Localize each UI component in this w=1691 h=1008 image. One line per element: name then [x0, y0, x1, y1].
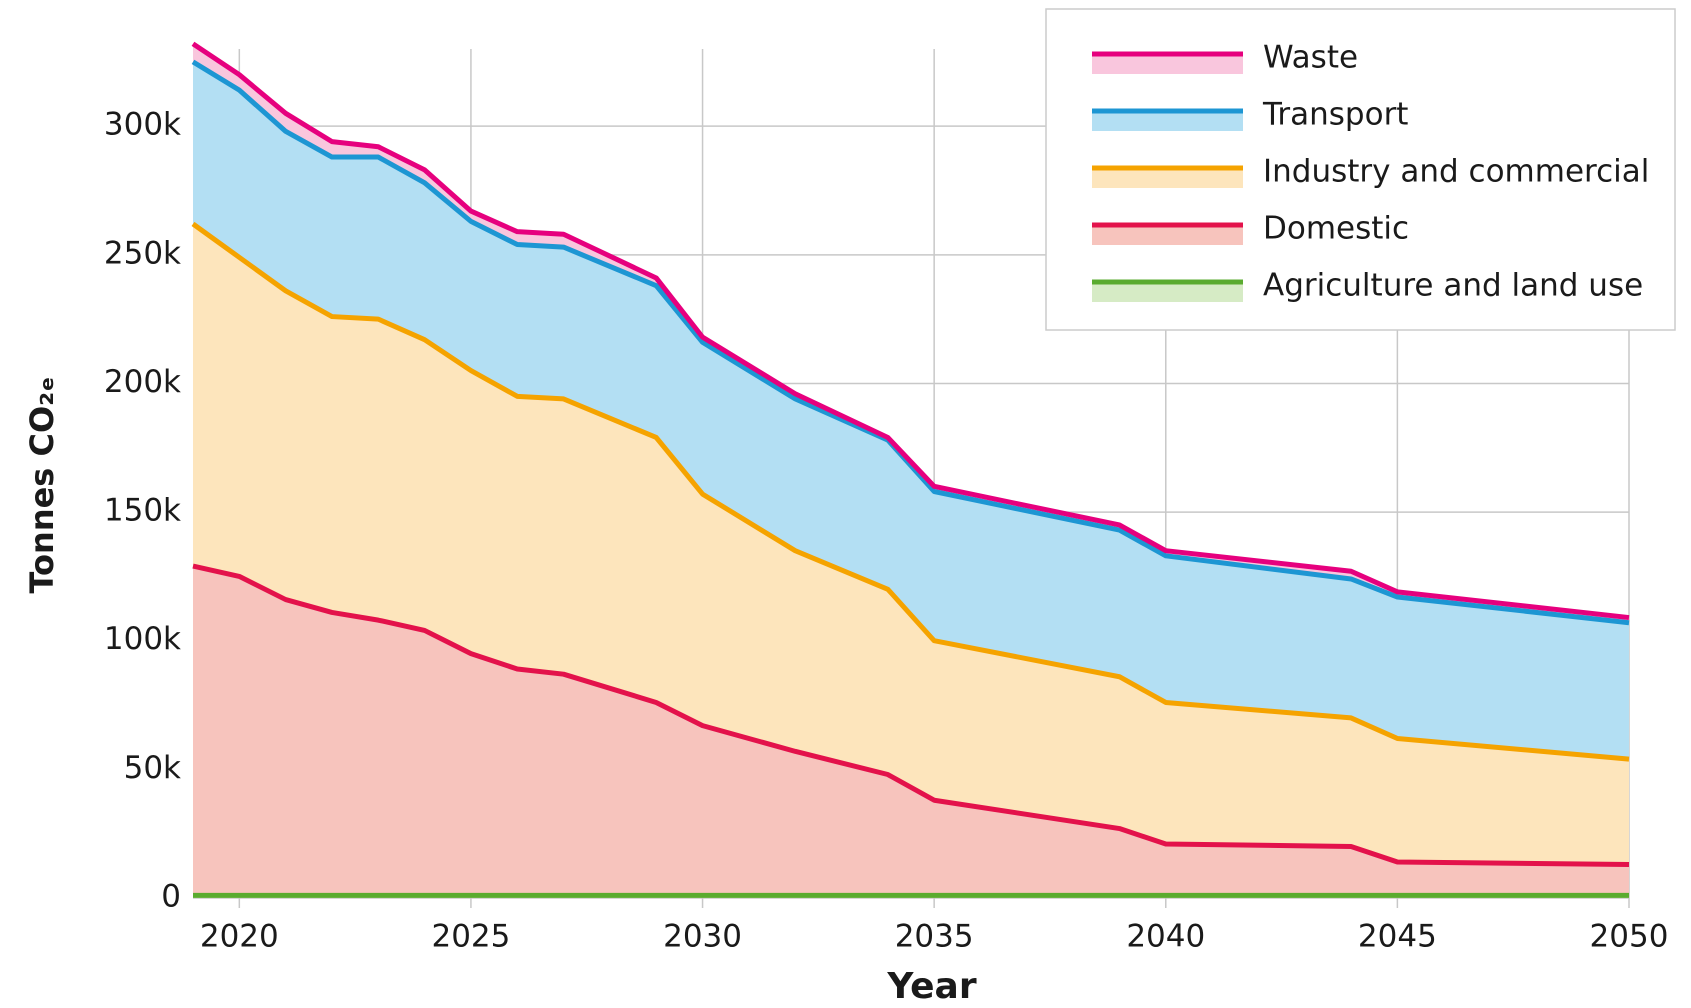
legend-label: Agriculture and land use: [1263, 268, 1643, 304]
legend-swatch: [1092, 111, 1243, 131]
area: [193, 223, 1629, 865]
legend-label: Transport: [1262, 97, 1408, 133]
legend-swatch: [1092, 54, 1243, 74]
y-axis-label: Tonnes CO₂ₑ: [23, 376, 61, 593]
x-tick-label: 2035: [895, 919, 974, 955]
x-tick-label: 2040: [1126, 919, 1205, 955]
legend-label: Domestic: [1263, 211, 1409, 247]
y-tick-label: 200k: [104, 364, 181, 400]
x-axis-label: Year: [886, 966, 976, 1007]
x-tick-label: 2045: [1358, 919, 1437, 955]
y-tick-label: 300k: [104, 107, 181, 143]
area-line: [191, 221, 1630, 762]
y-tick-label: 100k: [104, 621, 181, 657]
legend-swatch: [1092, 225, 1243, 245]
x-tick-label: 2050: [1590, 919, 1669, 955]
area-line: [191, 59, 1630, 626]
area-line: [192, 563, 1630, 868]
legend: Waste Transport Industry and commercial Dom…: [1045, 8, 1676, 331]
legend-label: Waste: [1263, 40, 1358, 76]
area: [193, 566, 1629, 896]
x-tick-label: 2020: [200, 919, 279, 955]
y-tick-label: 150k: [104, 493, 181, 529]
area-line: [191, 41, 1630, 621]
x-tick-label: 2025: [431, 919, 510, 955]
x-tick-label: 2030: [663, 919, 742, 955]
area: [193, 61, 1629, 760]
legend-swatch: [1092, 282, 1243, 302]
lines: [191, 41, 1630, 898]
y-tick-label: 250k: [104, 235, 181, 271]
y-tick-label: 0: [161, 879, 181, 915]
labels: 0 50k 100k 150k 200k 250k 300k 2020 2025 2030 2035…: [104, 107, 1669, 955]
legend-label: Industry and commercial: [1263, 154, 1649, 190]
y-tick-label: 50k: [124, 750, 181, 786]
legend-swatch: [1092, 168, 1243, 188]
